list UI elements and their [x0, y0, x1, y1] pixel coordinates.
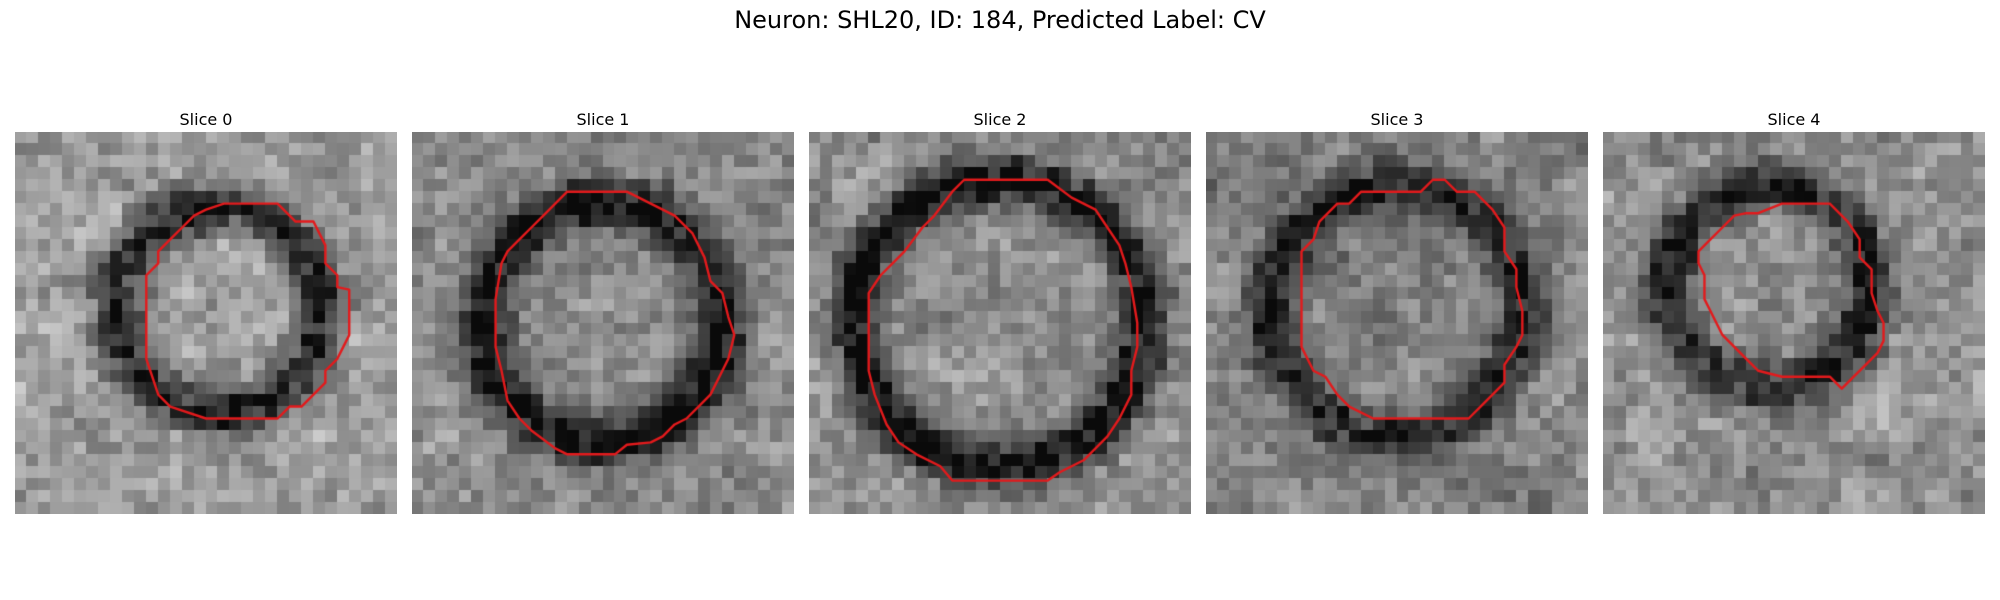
slice-panel-1: Slice 1 [412, 108, 794, 514]
slice-image-4 [1603, 132, 1985, 514]
slice-image-0 [15, 132, 397, 514]
slice-image-3 [1206, 132, 1588, 514]
slice-title-3: Slice 3 [1370, 110, 1424, 129]
slice-panel-3: Slice 3 [1206, 108, 1588, 514]
slice-image-1 [412, 132, 794, 514]
slice-image-2 [809, 132, 1191, 514]
slice-panel-4: Slice 4 [1603, 108, 1985, 514]
slice-title-1: Slice 1 [576, 110, 630, 129]
slice-title-4: Slice 4 [1767, 110, 1821, 129]
figure-title: Neuron: SHL20, ID: 184, Predicted Label:… [734, 6, 1266, 34]
slice-title-0: Slice 0 [179, 110, 233, 129]
slice-panel-2: Slice 2 [809, 108, 1191, 514]
slice-panel-0: Slice 0 [15, 108, 397, 514]
slice-title-2: Slice 2 [973, 110, 1027, 129]
